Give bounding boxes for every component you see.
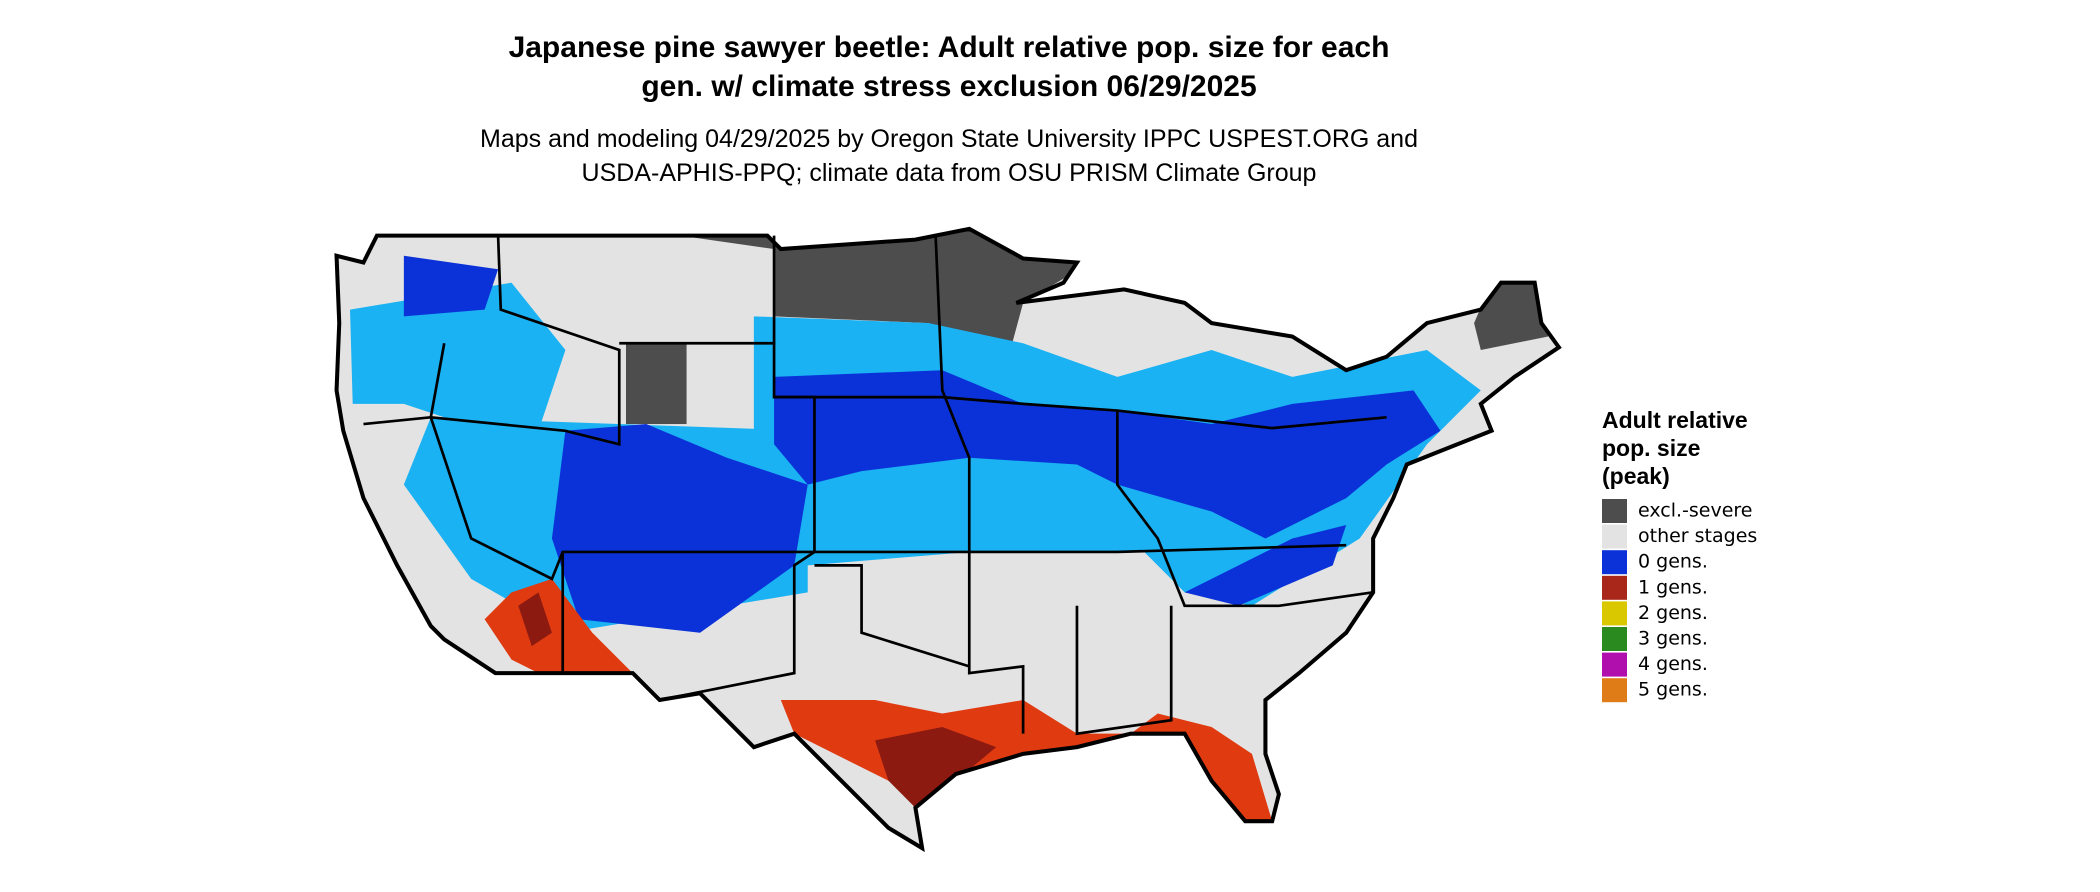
legend-label: 5 gens. xyxy=(1638,679,1708,701)
subtitle-line: Maps and modeling 04/29/2025 by Oregon S… xyxy=(480,125,1418,153)
legend-swatch xyxy=(1602,652,1627,677)
legend-label: 3 gens. xyxy=(1638,628,1708,650)
legend-swatch xyxy=(1602,499,1627,523)
legend-swatch xyxy=(1602,550,1627,575)
state-lines xyxy=(363,235,1387,736)
legend-label: 1 gens. xyxy=(1638,576,1708,598)
title-line: Japanese pine sawyer beetle: Adult relat… xyxy=(509,31,1390,64)
us-map xyxy=(334,226,1562,853)
legend-label: 0 gens. xyxy=(1638,551,1708,573)
legend-title: pop. size xyxy=(1602,435,1700,461)
legend-swatch xyxy=(1602,627,1627,651)
legend-swatch xyxy=(1602,678,1627,703)
legend-swatch xyxy=(1602,601,1627,626)
legend-swatch xyxy=(1602,524,1627,549)
subtitle-line: USDA-APHIS-PPQ; climate data from OSU PR… xyxy=(582,159,1317,187)
legend-label: excl.-severe xyxy=(1638,500,1753,522)
legend-title: (peak) xyxy=(1602,463,1670,489)
legend-label: 2 gens. xyxy=(1638,602,1708,624)
legend-swatch xyxy=(1602,575,1627,600)
legend-label: 4 gens. xyxy=(1638,653,1708,675)
legend-title: Adult relative xyxy=(1602,407,1748,433)
title-line: gen. w/ climate stress exclusion 06/29/2… xyxy=(641,70,1256,103)
legend-label: other stages xyxy=(1638,525,1757,547)
